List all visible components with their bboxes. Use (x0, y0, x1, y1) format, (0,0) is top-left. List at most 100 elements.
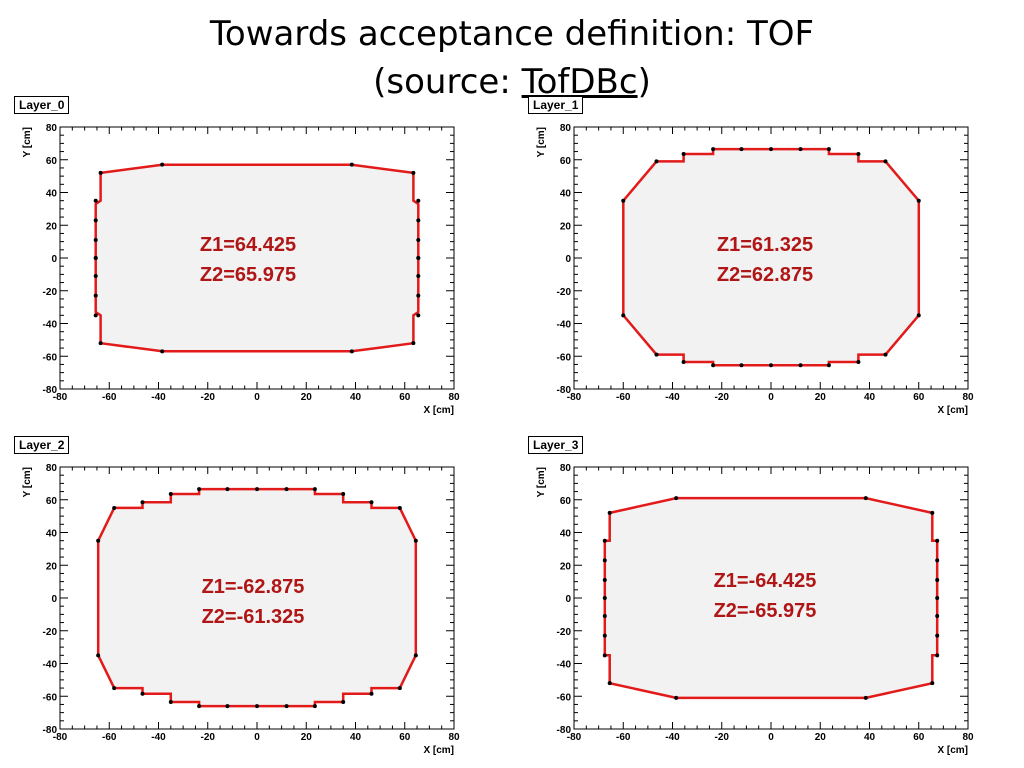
chart-panel-layer-1: -80 -60 -40 -20 0 20 40 60 80 -80 -60 -40 -20 0 20 40 60… (528, 96, 1008, 426)
x-tick-label: 20 (301, 732, 313, 743)
annotation-z2: Z2=62.875 (716, 264, 814, 286)
x-tick-label: -80 (567, 732, 582, 743)
data-point (197, 487, 202, 492)
data-point (225, 487, 230, 492)
y-axis-label: Y [cm] (22, 127, 33, 157)
title-source-suffix: ) (637, 62, 651, 102)
data-point (341, 699, 346, 704)
annotation-z2: Z2=-61.325 (201, 606, 305, 628)
x-tick-label: 40 (350, 392, 362, 403)
x-tick-label: 60 (399, 732, 411, 743)
data-point (312, 487, 317, 492)
data-point (397, 505, 402, 510)
x-tick-label: -80 (567, 392, 582, 403)
y-tick-label: -80 (557, 725, 572, 736)
data-point (160, 349, 165, 354)
y-tick-label: 40 (560, 189, 572, 200)
data-point (769, 363, 773, 368)
data-point (769, 147, 773, 152)
annotation-z2: Z2=65.975 (199, 264, 297, 286)
annotation-z1: Z1=61.325 (716, 234, 814, 256)
chart-title-layer-2: Layer_2 (14, 436, 70, 454)
chart-title-layer-1: Layer_1 (528, 96, 584, 114)
data-point (413, 653, 418, 658)
x-tick-label: -40 (665, 732, 680, 743)
y-tick-label: -80 (43, 725, 58, 736)
data-point (602, 577, 607, 582)
data-point (826, 363, 831, 368)
data-point (607, 681, 612, 686)
x-tick-label: 0 (768, 392, 774, 403)
y-tick-label: 20 (46, 221, 58, 232)
data-point (96, 538, 101, 543)
x-tick-label: -60 (102, 732, 117, 743)
data-point (411, 341, 416, 346)
y-tick-label: -40 (557, 320, 572, 331)
data-point (255, 704, 259, 709)
data-point (863, 695, 868, 700)
y-tick-label: -40 (43, 320, 58, 331)
y-tick-label: 40 (46, 189, 58, 200)
data-point (93, 293, 98, 298)
y-tick-label: 80 (560, 463, 572, 474)
data-point (930, 681, 935, 686)
data-point (93, 218, 98, 223)
data-point (349, 162, 354, 167)
y-tick-label: 80 (46, 123, 58, 134)
x-tick-label: 80 (448, 732, 460, 743)
x-tick-label: -20 (715, 392, 730, 403)
y-tick-label: 0 (51, 594, 57, 605)
annotation-z2: Z2=-65.975 (713, 600, 817, 622)
y-tick-label: -20 (557, 287, 572, 298)
y-tick-label: -20 (557, 627, 572, 638)
y-tick-label: 20 (560, 561, 572, 572)
data-point (255, 487, 259, 492)
data-point (935, 614, 940, 619)
chart-annotation-layer-0: Z1=64.425 Z2=65.975 (168, 230, 328, 290)
data-point (711, 363, 716, 368)
chart-svg-layer-0: -80 -60 -40 -20 0 20 40 60 80 -80 -60 -40 -20 0 20 40 60… (22, 123, 460, 416)
data-point (98, 341, 103, 346)
chart-annotation-layer-2: Z1=-62.875 Z2=-61.325 (173, 572, 333, 632)
y-tick-label: 0 (565, 594, 571, 605)
data-point (883, 352, 888, 357)
data-point (411, 170, 416, 175)
data-point (413, 538, 418, 543)
y-axis-label: Y [cm] (536, 127, 547, 157)
data-point (284, 704, 289, 709)
data-point (168, 492, 173, 497)
y-tick-label: 0 (51, 254, 57, 265)
x-tick-label: 40 (864, 392, 876, 403)
x-tick-label: 80 (448, 392, 460, 403)
y-tick-label: -40 (43, 660, 58, 671)
data-point (369, 691, 374, 696)
data-point (935, 653, 940, 658)
x-tick-label: -20 (201, 392, 216, 403)
x-tick-label: -20 (201, 732, 216, 743)
data-point (674, 496, 679, 501)
data-point (654, 159, 659, 164)
x-tick-label: -60 (616, 732, 631, 743)
x-tick-label: 0 (768, 732, 774, 743)
y-tick-label: -80 (557, 385, 572, 396)
chart-title-layer-3: Layer_3 (528, 436, 584, 454)
x-tick-label: 40 (864, 732, 876, 743)
data-point (602, 633, 607, 638)
y-tick-label: -60 (43, 352, 58, 363)
y-tick-label: 20 (46, 561, 58, 572)
y-tick-label: 60 (46, 496, 58, 507)
data-point (935, 538, 940, 543)
data-point (416, 274, 421, 279)
annotation-z1: Z1=-62.875 (201, 576, 305, 598)
data-point (160, 162, 165, 167)
title-line-1: Towards acceptance definition: TOF (209, 14, 815, 54)
data-point (112, 505, 117, 510)
data-point (930, 510, 935, 515)
data-point (349, 349, 354, 354)
data-point (197, 704, 202, 709)
data-point (856, 152, 861, 157)
data-point (225, 704, 230, 709)
data-point (935, 558, 940, 563)
x-tick-label: 0 (254, 732, 260, 743)
data-point (935, 577, 940, 582)
